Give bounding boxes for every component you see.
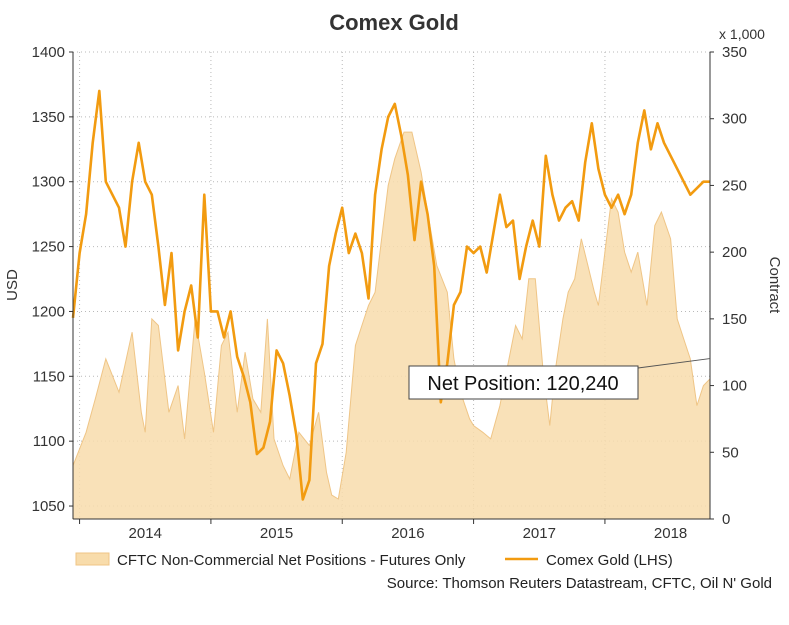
gold-price-line (71, 89, 710, 501)
x-tick-label: 2016 (391, 525, 424, 542)
right-tick-label: 0 (722, 511, 730, 528)
left-tick-label: 1150 (33, 368, 65, 385)
annotation-box (408, 365, 639, 400)
legend-label-net-positions: CFTC Non-Commercial Net Positions - Futu… (117, 552, 466, 569)
x-tick-label: 2014 (129, 525, 162, 542)
left-axis-label: USD (4, 269, 21, 301)
chart-title: Comex Gold (329, 10, 459, 35)
left-tick-label: 1100 (33, 433, 65, 450)
left-axis-ticks: 1050 1100 1150 1200 1250 1300 1350 1400 (32, 44, 73, 515)
x-axis-ticks: 2014 2015 2016 2017 2018 (79, 519, 687, 542)
right-axis-unit-label: x 1,000 (719, 26, 765, 42)
left-tick-label: 1200 (32, 303, 65, 320)
source-note: Source: Thomson Reuters Datastream, CFTC… (387, 575, 772, 592)
left-tick-label: 1250 (32, 239, 65, 256)
left-tick-label: 1350 (32, 109, 65, 126)
legend: CFTC Non-Commercial Net Positions - Futu… (75, 552, 673, 569)
net-position-annotation: Net Position: 120,240 (408, 358, 711, 400)
x-tick-label: 2018 (654, 525, 687, 542)
right-tick-label: 350 (722, 44, 747, 61)
left-tick-label: 1300 (32, 174, 65, 191)
right-tick-label: 150 (722, 311, 747, 328)
left-tick-label: 1050 (32, 498, 65, 515)
right-axis-label: Contract (766, 257, 783, 315)
right-tick-label: 100 (722, 378, 747, 395)
right-tick-label: 300 (722, 111, 747, 128)
legend-label-gold: Comex Gold (LHS) (546, 552, 673, 569)
legend-swatch-net-positions (75, 552, 110, 566)
right-axis-ticks: 0 50 100 150 200 250 300 350 (710, 44, 747, 528)
left-tick-label: 1400 (32, 44, 65, 61)
right-tick-label: 200 (722, 244, 747, 261)
x-tick-label: 2015 (260, 525, 293, 542)
right-tick-label: 250 (722, 177, 747, 194)
right-tick-label: 50 (722, 444, 739, 461)
x-tick-label: 2017 (523, 525, 556, 542)
gold-price-line-layer (71, 89, 710, 501)
annotation-text: Net Position: 120,240 (427, 373, 618, 395)
annotation-leader-line (637, 358, 711, 369)
